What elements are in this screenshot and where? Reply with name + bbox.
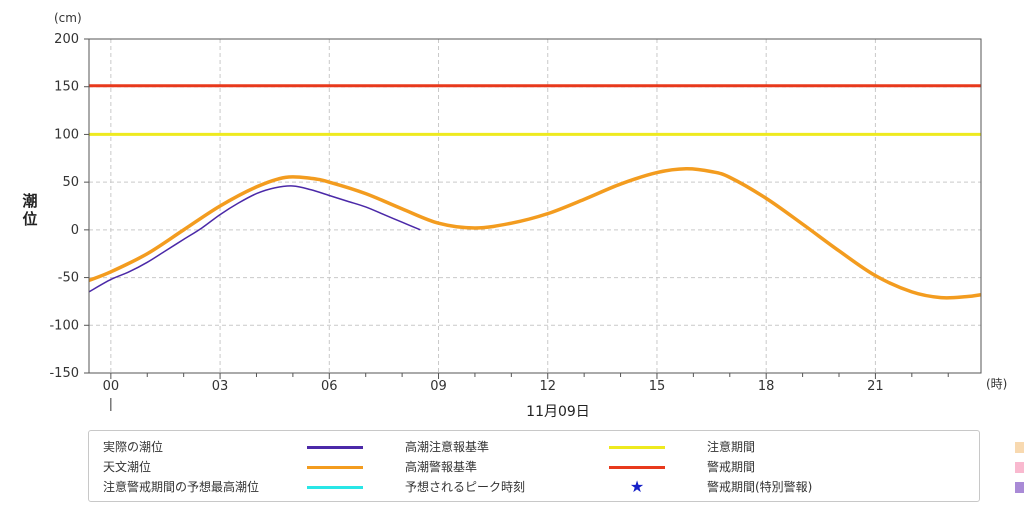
x-tick-label: 06: [321, 379, 338, 394]
legend-rect-swatch: [1015, 462, 1024, 473]
x-tick-label: 09: [430, 379, 447, 394]
plot-frame: [88, 38, 982, 374]
legend-line-swatch: [307, 466, 363, 469]
x-tick-label: 15: [649, 379, 666, 394]
legend-star-icon: ★: [629, 477, 645, 496]
legend-label: 天文潮位: [103, 460, 152, 474]
y-tick-label: -50: [58, 271, 79, 286]
x-tick-label: 00: [103, 379, 120, 394]
y-axis-label: 潮位: [22, 192, 37, 228]
legend-line-swatch: [609, 446, 665, 449]
y-unit-label: (cm): [54, 11, 82, 25]
legend-label: 高潮注意報基準: [405, 440, 490, 454]
legend-rect-swatch: [1015, 442, 1024, 453]
legend-label: 警戒期間: [707, 460, 756, 474]
legend-label: 注意警戒期間の予想最高潮位: [103, 480, 260, 494]
legend-rect-swatch: [1015, 482, 1024, 493]
legend-label: 高潮警報基準: [405, 460, 478, 474]
x-tick-label: 12: [539, 379, 556, 394]
legend-line-swatch: [307, 446, 363, 449]
y-label-char: 位: [22, 210, 37, 228]
date-label: 11月09日: [526, 404, 590, 420]
y-tick-label: 150: [54, 80, 79, 95]
y-tick-label: -150: [49, 366, 79, 381]
y-axis-ticks: 200 150 100 50 0 -50 -100 -150: [49, 32, 89, 381]
legend-line-swatch: [307, 486, 363, 489]
x-tick-label: 21: [867, 379, 884, 394]
x-tick-label: 18: [758, 379, 775, 394]
legend-line-swatch: [609, 466, 665, 469]
y-tick-label: 0: [71, 223, 79, 238]
tide-chart: 200 150 100 50 0 -50 -100 -150 00 03 06 09 12 15 18 21…: [22, 11, 1007, 420]
y-label-char: 潮: [22, 192, 37, 210]
legend: 実際の潮位 高潮注意報基準 注意期間天文潮位 高潮警報基準 警戒期間注意警戒期間の予想最…: [88, 430, 1024, 502]
legend-label: 実際の潮位: [103, 440, 164, 454]
series-line: [88, 185, 421, 293]
series-line: [88, 167, 982, 300]
x-tick-label: 03: [212, 379, 229, 394]
legend-label: 注意期間: [707, 440, 756, 454]
y-tick-label: 100: [54, 127, 79, 142]
y-tick-label: -100: [49, 318, 79, 333]
series-lines: [88, 167, 982, 300]
y-tick-label: 50: [62, 175, 79, 190]
threshold-lines: [89, 84, 981, 136]
legend-label: 警戒期間(特別警報): [707, 480, 813, 494]
y-tick-label: 200: [54, 32, 79, 47]
legend-label: 予想されるピーク時刻: [405, 480, 526, 494]
x-axis-ticks: 00 03 06 09 12 15 18 21: [103, 373, 949, 394]
x-unit-label: (時): [986, 377, 1007, 391]
